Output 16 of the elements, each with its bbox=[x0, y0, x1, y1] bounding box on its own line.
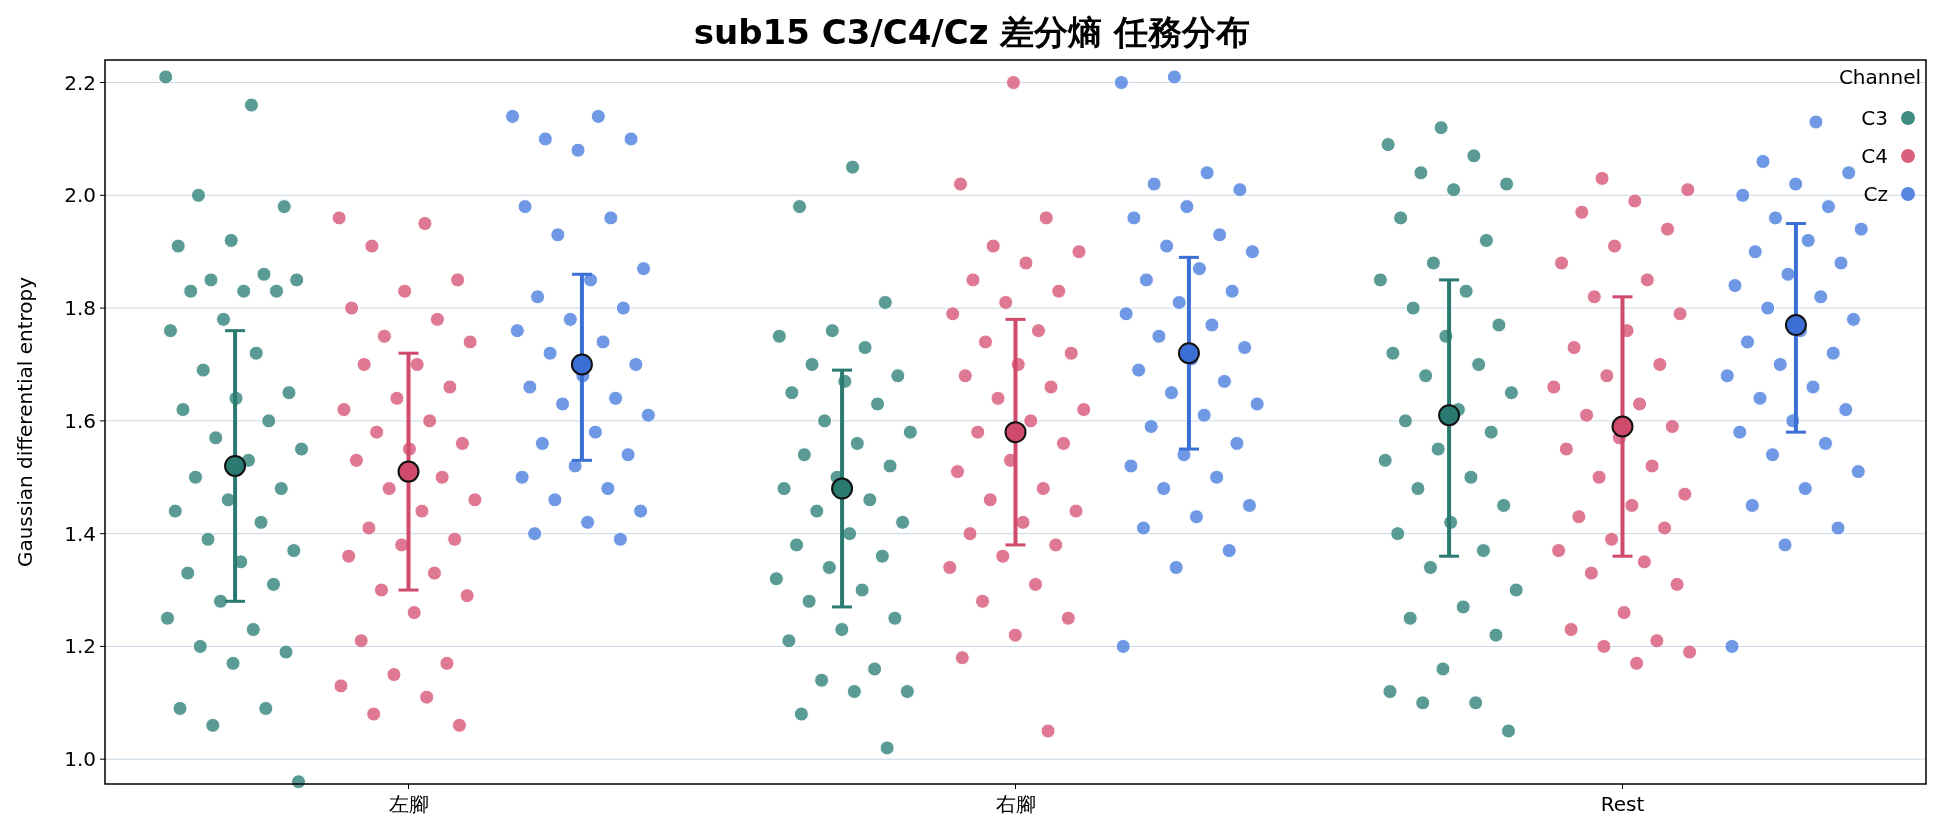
legend-label: C4 bbox=[1861, 144, 1888, 168]
chart-title: sub15 C3/C4/Cz 差分熵 任務分布 bbox=[693, 12, 1251, 52]
legend-label: C3 bbox=[1861, 106, 1888, 130]
y-tick-label: 2.2 bbox=[64, 70, 96, 95]
y-axis-title: Gaussian differential entropy bbox=[13, 276, 37, 568]
y-tick-label: 1.4 bbox=[64, 521, 96, 546]
legend-title: Channel bbox=[1838, 65, 1921, 89]
y-tick-label: 1.2 bbox=[64, 634, 96, 659]
y-tick-label: 1.8 bbox=[64, 296, 96, 321]
x-tick-label: 右腳 bbox=[995, 792, 1036, 816]
y-tick-label: 1.6 bbox=[64, 408, 96, 433]
y-tick-label: 1.0 bbox=[64, 747, 96, 772]
x-tick-label: Rest bbox=[1600, 792, 1645, 816]
y-tick-label: 2.0 bbox=[64, 183, 96, 208]
x-tick-label: 左腳 bbox=[388, 792, 429, 816]
legend-label: Cz bbox=[1863, 182, 1888, 206]
